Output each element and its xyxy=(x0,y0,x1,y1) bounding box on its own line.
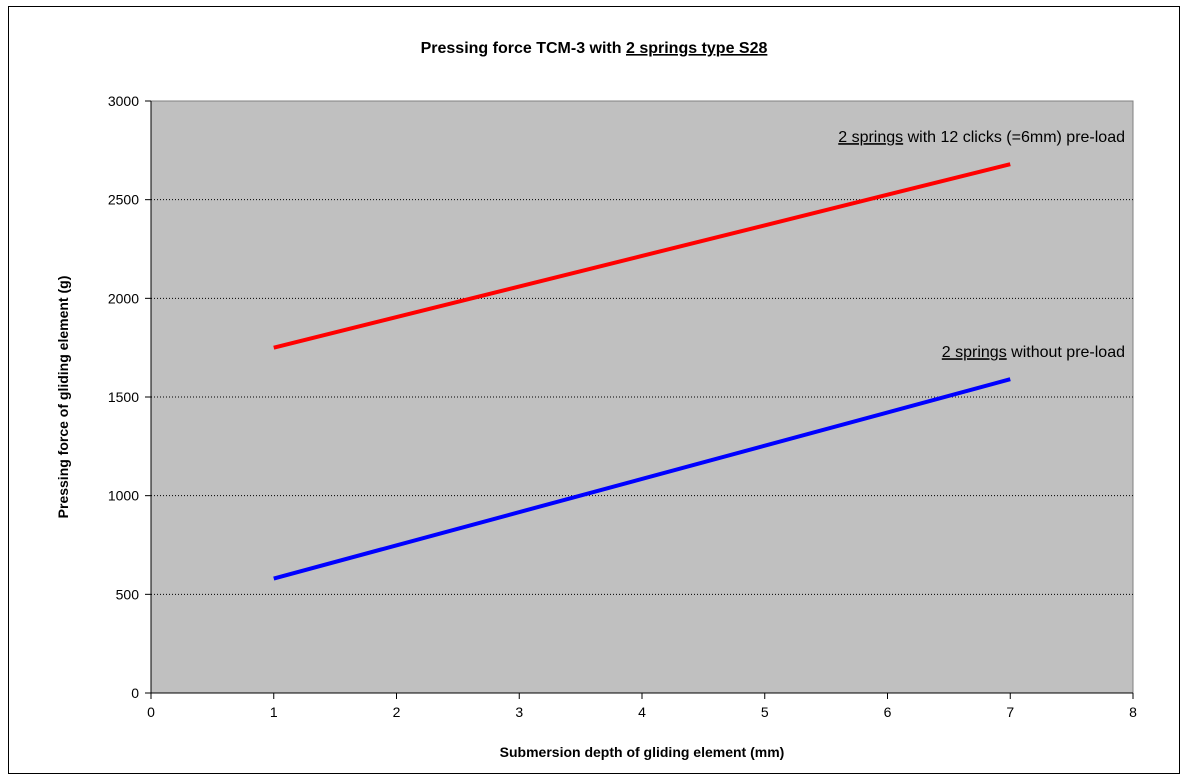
y-tick-label: 500 xyxy=(116,586,140,602)
x-tick-label: 1 xyxy=(270,704,278,720)
series xyxy=(273,162,1011,581)
annotation-no-preload-rest: without pre-load xyxy=(1007,344,1125,361)
y-tick-label: 1500 xyxy=(108,389,139,405)
y-tick-label: 2500 xyxy=(108,192,139,208)
series-line-preload xyxy=(273,162,1011,350)
x-tick-label: 4 xyxy=(638,704,646,720)
x-tick-label: 5 xyxy=(761,704,769,720)
series-line-no-preload xyxy=(273,377,1011,581)
chart-title-prefix: Pressing force TCM-3 with xyxy=(421,40,626,57)
x-tick-label: 0 xyxy=(147,704,155,720)
x-tick-label: 6 xyxy=(884,704,892,720)
x-ticks: 0 1 2 3 4 5 6 7 8 xyxy=(147,693,1137,720)
plot-area xyxy=(150,100,1134,694)
series-annotation-preload: 2 springs with 12 clicks (=6mm) pre-load xyxy=(838,129,1125,146)
y-ticks: 0 500 1000 1500 2000 2500 3000 xyxy=(108,93,151,701)
y-tick-label: 2000 xyxy=(108,290,139,306)
y-tick-label: 0 xyxy=(131,685,139,701)
chart-title: Pressing force TCM-3 with 2 springs type… xyxy=(421,40,768,57)
annotation-no-preload-underlined: 2 springs xyxy=(942,344,1007,361)
x-tick-label: 8 xyxy=(1129,704,1137,720)
chart-title-underlined: 2 springs type S28 xyxy=(626,40,767,57)
x-tick-label: 3 xyxy=(515,704,523,720)
series-annotation-no-preload: 2 springs without pre-load xyxy=(942,344,1125,361)
annotation-preload-rest: with 12 clicks (=6mm) pre-load xyxy=(903,129,1125,146)
x-axis-title: Submersion depth of gliding element (mm) xyxy=(500,744,785,760)
y-tick-label: 3000 xyxy=(108,93,139,109)
x-tick-label: 7 xyxy=(1006,704,1014,720)
annotation-preload-underlined: 2 springs xyxy=(838,129,903,146)
y-axis-title: Pressing force of gliding element (g) xyxy=(55,276,71,519)
y-tick-label: 1000 xyxy=(108,488,139,504)
x-tick-label: 2 xyxy=(393,704,401,720)
